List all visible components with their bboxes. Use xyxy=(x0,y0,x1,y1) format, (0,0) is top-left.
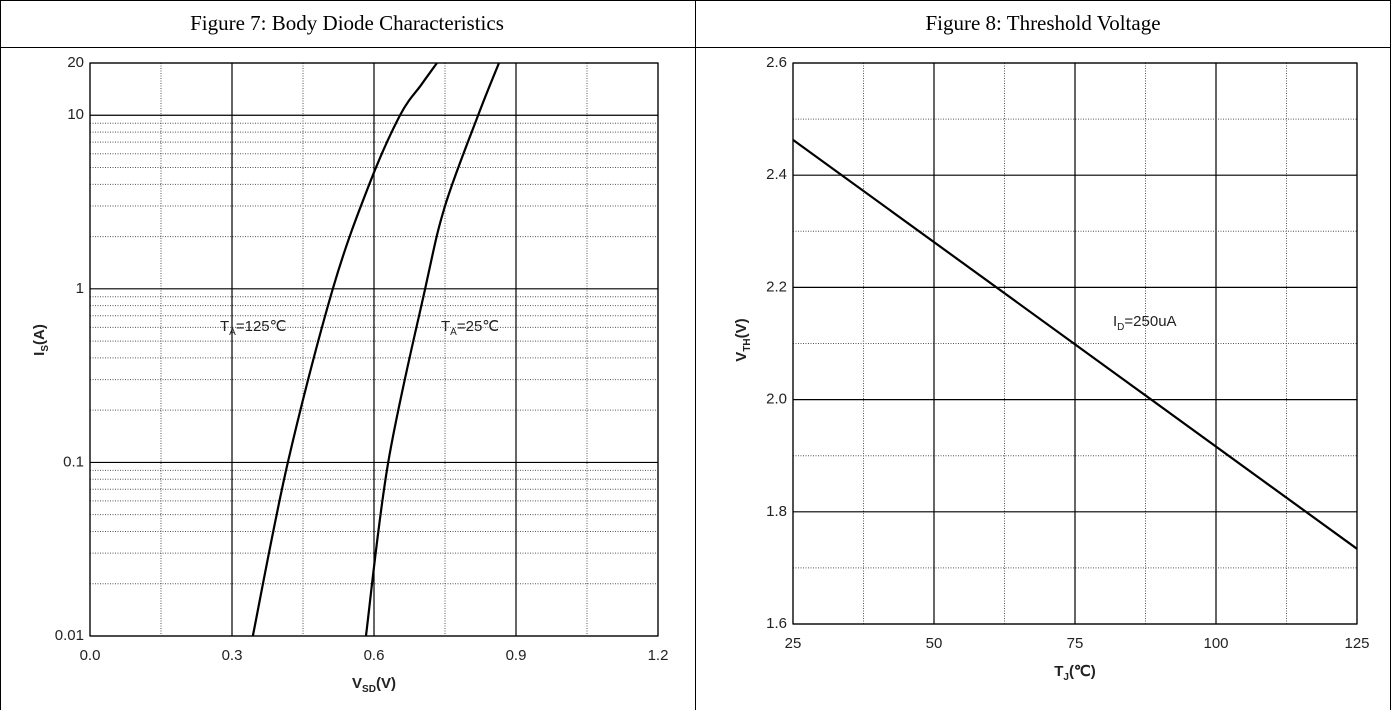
annotation-sub: D xyxy=(1117,322,1124,333)
y-axis-label: IS(A) xyxy=(31,324,51,356)
curve xyxy=(792,138,1358,550)
chart-title: Figure 7: Body Diode Characteristics xyxy=(190,11,504,35)
y-axis-label-main: I xyxy=(31,352,48,356)
annotation-sub: A xyxy=(450,327,457,338)
y-axis-label-sub: S xyxy=(40,345,51,352)
y-tick-label: 20 xyxy=(67,54,84,71)
annotation-rest: =250uA xyxy=(1124,313,1176,330)
x-axis-label-sub: J xyxy=(1063,672,1069,683)
annotation-sub: A xyxy=(229,327,236,338)
y-tick-label: 0.01 xyxy=(55,627,84,644)
x-tick-label: 0.3 xyxy=(222,647,243,664)
x-tick-label: 0.9 xyxy=(506,647,527,664)
x-tick-label: 0.0 xyxy=(80,647,101,664)
plot-frame xyxy=(89,62,659,637)
annotation-main: T xyxy=(441,318,450,335)
x-axis-label-main: V xyxy=(352,675,362,692)
y-tick-label: 0.1 xyxy=(63,453,84,470)
x-axis-label: TJ(℃) xyxy=(1054,663,1096,683)
annotation-main: T xyxy=(220,318,229,335)
y-axis-label-rest: (V) xyxy=(733,318,750,338)
x-tick-label: 125 xyxy=(1344,635,1369,652)
x-axis-label-sub: SD xyxy=(362,684,376,695)
y-axis-label-rest: (A) xyxy=(31,324,48,345)
curve xyxy=(251,62,438,637)
x-axis-label: VSD(V) xyxy=(352,675,396,695)
y-axis-label-main: V xyxy=(733,352,750,362)
y-tick-label: 10 xyxy=(67,106,84,123)
x-tick-label: 100 xyxy=(1203,635,1228,652)
x-tick-label: 1.2 xyxy=(648,647,669,664)
y-axis-label: VTH(V) xyxy=(733,318,753,361)
y-tick-label: 1.8 xyxy=(766,503,787,520)
annotation: ID=250uA xyxy=(1113,313,1177,333)
y-tick-label: 2.6 xyxy=(766,54,787,71)
x-tick-label: 50 xyxy=(926,635,943,652)
y-tick-label: 2.0 xyxy=(766,391,787,408)
x-tick-label: 25 xyxy=(785,635,802,652)
y-tick-label: 2.4 xyxy=(766,166,787,183)
annotation-rest: =125℃ xyxy=(236,318,287,335)
x-axis-label-rest: (V) xyxy=(376,675,396,692)
x-tick-label: 0.6 xyxy=(364,647,385,664)
y-tick-label: 1 xyxy=(76,280,84,297)
chart-title: Figure 8: Threshold Voltage xyxy=(925,11,1160,35)
y-axis-label-sub: TH xyxy=(742,338,753,351)
x-axis-label-main: T xyxy=(1054,663,1063,680)
annotation-rest: =25℃ xyxy=(457,318,499,335)
annotation: TA=25℃ xyxy=(441,318,499,338)
annotation: TA=125℃ xyxy=(220,318,286,338)
curve xyxy=(364,62,500,637)
y-tick-label: 1.6 xyxy=(766,615,787,632)
annotation-main: I xyxy=(1113,313,1117,330)
x-axis-label-rest: (℃) xyxy=(1069,663,1096,680)
plot-frame xyxy=(792,62,1358,625)
x-tick-label: 75 xyxy=(1067,635,1084,652)
y-tick-label: 2.2 xyxy=(766,278,787,295)
